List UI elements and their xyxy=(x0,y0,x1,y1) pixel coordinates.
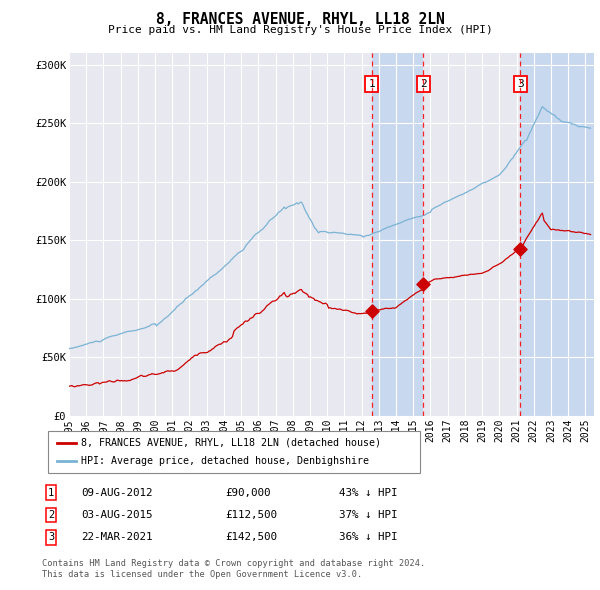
Text: 43% ↓ HPI: 43% ↓ HPI xyxy=(339,488,397,497)
Text: 8, FRANCES AVENUE, RHYL, LL18 2LN (detached house): 8, FRANCES AVENUE, RHYL, LL18 2LN (detac… xyxy=(82,438,382,448)
Text: 2: 2 xyxy=(48,510,54,520)
Text: £90,000: £90,000 xyxy=(225,488,271,497)
Text: £112,500: £112,500 xyxy=(225,510,277,520)
Text: This data is licensed under the Open Government Licence v3.0.: This data is licensed under the Open Gov… xyxy=(42,571,362,579)
FancyBboxPatch shape xyxy=(48,431,420,473)
Bar xyxy=(520,53,594,416)
Text: Price paid vs. HM Land Registry's House Price Index (HPI): Price paid vs. HM Land Registry's House … xyxy=(107,25,493,35)
Text: £142,500: £142,500 xyxy=(225,533,277,542)
Point xyxy=(515,244,525,254)
Text: 22-MAR-2021: 22-MAR-2021 xyxy=(81,533,152,542)
Text: 36% ↓ HPI: 36% ↓ HPI xyxy=(339,533,397,542)
Text: 8, FRANCES AVENUE, RHYL, LL18 2LN: 8, FRANCES AVENUE, RHYL, LL18 2LN xyxy=(155,12,445,27)
Text: 3: 3 xyxy=(48,533,54,542)
Bar xyxy=(372,53,423,416)
Point xyxy=(367,306,377,315)
Text: HPI: Average price, detached house, Denbighshire: HPI: Average price, detached house, Denb… xyxy=(82,456,370,466)
Text: 3: 3 xyxy=(517,79,524,89)
Text: 1: 1 xyxy=(48,488,54,497)
Text: 2: 2 xyxy=(420,79,427,89)
Text: 1: 1 xyxy=(368,79,376,89)
Text: 37% ↓ HPI: 37% ↓ HPI xyxy=(339,510,397,520)
Text: Contains HM Land Registry data © Crown copyright and database right 2024.: Contains HM Land Registry data © Crown c… xyxy=(42,559,425,568)
Point xyxy=(418,280,428,289)
Text: 03-AUG-2015: 03-AUG-2015 xyxy=(81,510,152,520)
Text: 09-AUG-2012: 09-AUG-2012 xyxy=(81,488,152,497)
